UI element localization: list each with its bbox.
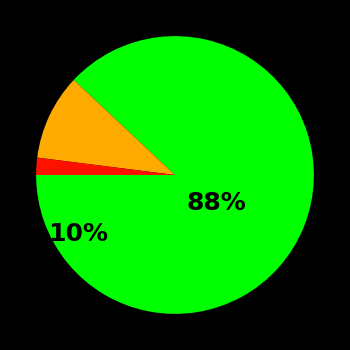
Text: 10%: 10% xyxy=(48,222,108,246)
Wedge shape xyxy=(36,158,175,175)
Wedge shape xyxy=(36,36,314,314)
Text: 88%: 88% xyxy=(187,191,246,215)
Wedge shape xyxy=(37,80,175,175)
